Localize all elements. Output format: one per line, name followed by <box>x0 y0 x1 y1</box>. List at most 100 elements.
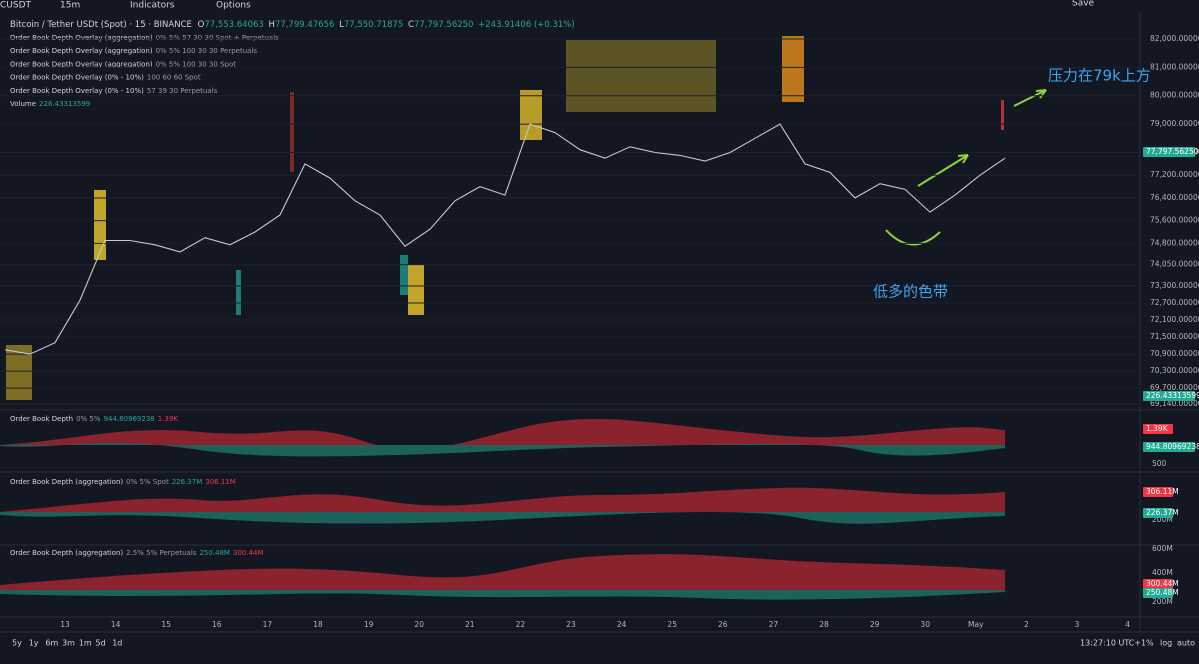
symbol-legend: Bitcoin / Tether USDt (Spot) · 15 · BINA… <box>10 20 575 30</box>
auto-toggle[interactable]: auto <box>1177 639 1195 648</box>
save-button[interactable]: Save <box>1072 0 1095 9</box>
x-tick-label: 4 <box>1125 620 1130 629</box>
pane-value: 944.80969238 <box>104 415 155 423</box>
indicator-name: Order Book Depth Overlay (0% - 10%) <box>10 74 144 82</box>
y-tick-label: 79,000.00000 <box>1150 119 1199 128</box>
pane-tag: 306.11M <box>1146 487 1179 496</box>
y-tick-label: 71,500.00000 <box>1150 332 1199 341</box>
pane-params: 0% 5% <box>76 415 101 423</box>
pane-axis-label: 200M <box>1152 597 1173 606</box>
bottom-bar: 5y 1y 6m 3m 1m 5d 1d 13:27:10 UTC+1% log auto <box>12 639 1195 648</box>
pane-legend: Order Book Depth (aggregation) 0% 5% Spot… <box>10 478 236 486</box>
x-tick-label: 27 <box>769 620 779 629</box>
indicator-list: Order Book Depth Overlay (aggregation) 0%… <box>10 34 279 108</box>
legend-value: 77,797.56250 <box>414 20 473 30</box>
range-button[interactable]: 6m <box>45 639 58 648</box>
pane-tag: 250.48M <box>1146 588 1179 597</box>
symbol[interactable]: CUSDT <box>0 1 32 11</box>
pane-legend: Order Book Depth 0% 5% 944.80969238 1.39K <box>10 415 178 423</box>
legend-key: L <box>339 20 344 30</box>
range-button[interactable]: 1m <box>79 639 92 648</box>
pane-tag-bg <box>1143 487 1173 497</box>
pane-params: 2.5% 5% Perpetuals <box>126 549 197 557</box>
range-button[interactable]: 1d <box>112 639 122 648</box>
range-button[interactable]: 1y <box>29 639 39 648</box>
y-tick-label: 77,200.00000 <box>1150 170 1199 179</box>
y-tick-label: 70,900.00000 <box>1150 349 1199 358</box>
pane-name: Order Book Depth (aggregation) <box>10 478 123 486</box>
pane-tag-bg <box>1143 579 1173 589</box>
indicator-areas <box>0 419 1005 600</box>
x-tick-label: May <box>968 620 984 629</box>
x-tick-label: 24 <box>617 620 627 629</box>
indicator-legend: Order Book Depth Overlay (aggregation) 0%… <box>10 34 279 42</box>
legend-value: 77,553.64063 <box>204 20 263 30</box>
y-tick-label: 74,050.00000 <box>1150 260 1199 269</box>
annotation: 压力在79k上方 <box>1048 67 1151 85</box>
pane-value: 1.39K <box>158 415 179 423</box>
options-button[interactable]: Options <box>216 1 251 11</box>
x-tick-label: 21 <box>465 620 475 629</box>
indicator-params: 0% 5% 57 30 30 Spot + Perpetuals <box>156 34 280 42</box>
pane-tag: 300.44M <box>1146 579 1179 588</box>
x-tick-label: 20 <box>414 620 424 629</box>
percent-toggle[interactable]: % <box>1146 639 1154 648</box>
range-button[interactable]: 5d <box>96 639 106 648</box>
x-tick-label: 29 <box>870 620 880 629</box>
range-button[interactable]: 3m <box>62 639 75 648</box>
legend-key: H <box>269 20 275 30</box>
pane-tag-bg <box>1143 424 1173 434</box>
main-chart: 82,000.00000 81,000.00000 80,000.00000 79,0… <box>0 34 1199 408</box>
range-button[interactable]: 5y <box>12 639 22 648</box>
indicator-params: 226.43313599 <box>39 100 90 108</box>
indicator-name: Order Book Depth Overlay (aggregation) <box>10 47 153 55</box>
legend-change: +243.91406 (+0.31%) <box>478 20 575 30</box>
x-tick-label: 15 <box>161 620 171 629</box>
pane-name: Order Book Depth <box>10 415 73 423</box>
indicator-legend: Order Book Depth Overlay (aggregation) 0%… <box>10 60 236 68</box>
y-tick-label: 70,300.00000 <box>1150 366 1199 375</box>
x-tick-label: 25 <box>667 620 677 629</box>
indicators-button[interactable]: Indicators <box>130 1 175 11</box>
x-axis: 13 14 15 16 17 18 19 20 21 22 23 24 25 26 27 28 29 30 May 2… <box>60 620 1130 629</box>
x-tick-label: 28 <box>819 620 829 629</box>
last-volume: 226.43313599 <box>1146 391 1199 400</box>
last-volume-bg <box>1143 391 1195 401</box>
x-tick-label: 13 <box>60 620 70 629</box>
x-tick-label: 30 <box>920 620 930 629</box>
pane-tag-bg <box>1143 588 1173 598</box>
indicator-legend: Order Book Depth Overlay (0% - 10%) 100 6… <box>10 74 201 82</box>
clock: 13:27:10 UTC+1 <box>1080 639 1146 648</box>
y-tick-label: 73,300.00000 <box>1150 281 1199 290</box>
indicator-panes: Order Book Depth 0% 5% 944.80969238 1.39K50… <box>10 415 1199 606</box>
pane-axis-label: 600M <box>1152 544 1173 553</box>
legend-value: 77,550.71875 <box>344 20 403 30</box>
indicator-name: Order Book Depth Overlay (0% - 10%) <box>10 87 144 95</box>
annotation: 低多的色带 <box>873 283 948 301</box>
toolbar <box>0 0 1199 12</box>
pane-value: 300.44M <box>233 549 264 557</box>
frame <box>0 12 1199 633</box>
last-price: 77,797.56250 <box>1146 147 1199 156</box>
y-tick-label: 74,800.00000 <box>1150 238 1199 247</box>
pane-value: 250.48M <box>199 549 230 557</box>
indicator-params: 0% 5% 100 30 30 Perpetuals <box>156 47 258 55</box>
x-tick-label: 26 <box>718 620 728 629</box>
interval[interactable]: 15m <box>60 1 80 11</box>
x-tick-label: 19 <box>364 620 374 629</box>
pane-axis-label: 200M <box>1152 515 1173 524</box>
legend-value: 77,799.47656 <box>275 20 334 30</box>
legend-key: O <box>198 20 205 30</box>
indicator-name: Order Book Depth Overlay (aggregation) <box>10 34 153 42</box>
log-toggle[interactable]: log <box>1160 639 1172 648</box>
indicator-name: Order Book Depth Overlay (aggregation) <box>10 60 153 68</box>
x-tick-label: 3 <box>1075 620 1080 629</box>
price-line <box>4 123 1006 355</box>
pane-tag: 944.80969238 <box>1146 442 1199 451</box>
pane-tag: 1.39K <box>1146 424 1169 433</box>
y-tick-label: 81,000.00000 <box>1150 62 1199 71</box>
x-tick-label: 18 <box>313 620 323 629</box>
indicator-params: 57 39 30 Perpetuals <box>147 87 218 95</box>
